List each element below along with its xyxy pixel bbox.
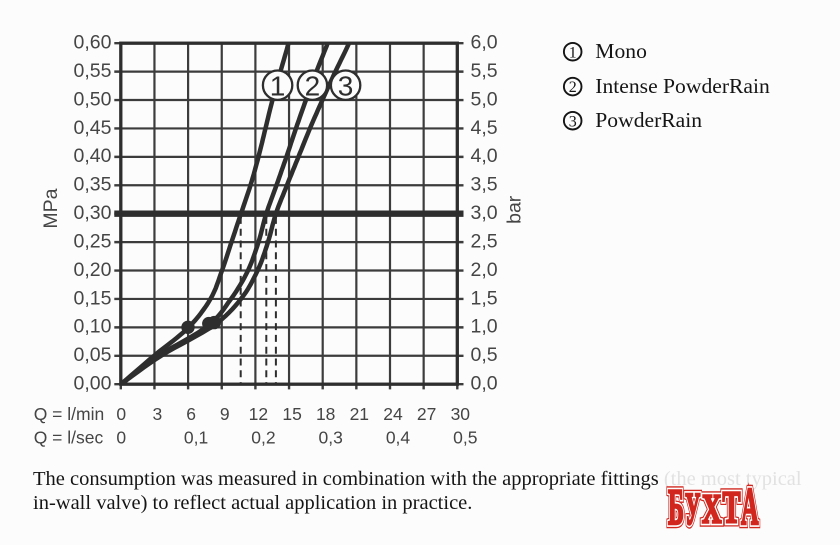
svg-text:А: А <box>741 478 759 536</box>
svg-text:1: 1 <box>569 44 577 61</box>
svg-text:У: У <box>685 483 701 534</box>
svg-text:0: 0 <box>116 428 126 448</box>
svg-text:1,5: 1,5 <box>471 287 498 309</box>
svg-text:0,3: 0,3 <box>319 428 343 448</box>
svg-text:0,0: 0,0 <box>471 373 498 395</box>
svg-text:4,5: 4,5 <box>471 117 498 139</box>
svg-text:0,40: 0,40 <box>74 145 112 167</box>
svg-text:3,0: 3,0 <box>471 202 498 224</box>
svg-text:0,1: 0,1 <box>184 428 208 448</box>
svg-text:У: У <box>685 483 701 534</box>
svg-text:0,10: 0,10 <box>74 316 112 338</box>
svg-text:Б: Б <box>668 480 684 536</box>
svg-text:0,4: 0,4 <box>386 428 411 448</box>
svg-text:1,0: 1,0 <box>471 316 498 338</box>
svg-text:Q = l/min: Q = l/min <box>34 404 105 424</box>
svg-text:Х: Х <box>702 486 722 532</box>
svg-text:18: 18 <box>316 404 335 424</box>
svg-text:The consumption was measured i: The consumption was measured in combinat… <box>33 468 802 490</box>
svg-text:6,0: 6,0 <box>471 32 498 54</box>
svg-text:0,25: 0,25 <box>74 230 112 252</box>
svg-text:0: 0 <box>116 404 126 424</box>
svg-text:15: 15 <box>282 404 301 424</box>
svg-text:2: 2 <box>569 79 577 96</box>
svg-text:0,00: 0,00 <box>74 373 112 395</box>
svg-text:У: У <box>685 483 701 534</box>
svg-text:4,0: 4,0 <box>471 145 498 167</box>
svg-text:3: 3 <box>569 113 577 130</box>
svg-text:0,15: 0,15 <box>74 287 112 309</box>
svg-text:6: 6 <box>186 404 196 424</box>
svg-text:Q = l/sec: Q = l/sec <box>34 428 104 448</box>
svg-text:2,0: 2,0 <box>471 259 498 281</box>
svg-text:24: 24 <box>383 404 403 424</box>
svg-text:9: 9 <box>220 404 230 424</box>
svg-text:5,0: 5,0 <box>471 88 498 110</box>
svg-text:0,5: 0,5 <box>471 344 498 366</box>
svg-text:0,45: 0,45 <box>74 117 112 139</box>
svg-text:5,5: 5,5 <box>471 60 498 82</box>
svg-text:0,50: 0,50 <box>74 88 112 110</box>
svg-text:2,5: 2,5 <box>471 230 498 252</box>
svg-text:PowderRain: PowderRain <box>595 108 702 132</box>
svg-text:0,05: 0,05 <box>74 344 112 366</box>
svg-text:30: 30 <box>451 404 471 424</box>
svg-text:bar: bar <box>504 195 526 224</box>
svg-text:0,55: 0,55 <box>74 60 112 82</box>
svg-text:А: А <box>741 478 759 536</box>
svg-text:3,5: 3,5 <box>471 174 498 196</box>
svg-text:0,20: 0,20 <box>74 259 112 281</box>
svg-text:0,5: 0,5 <box>453 428 477 448</box>
svg-text:in-wall valve) to reflect actu: in-wall valve) to reflect actual applica… <box>33 492 472 514</box>
svg-text:3: 3 <box>153 404 163 424</box>
svg-text:21: 21 <box>350 404 369 424</box>
svg-text:Т: Т <box>723 483 741 533</box>
svg-text:27: 27 <box>417 404 436 424</box>
svg-text:3: 3 <box>338 71 354 102</box>
svg-text:2: 2 <box>305 71 321 102</box>
svg-text:Х: Х <box>702 486 722 532</box>
svg-text:А: А <box>741 478 759 536</box>
svg-text:Т: Т <box>723 483 741 533</box>
svg-text:Mono: Mono <box>595 39 647 63</box>
svg-text:0,35: 0,35 <box>74 174 112 196</box>
svg-text:Х: Х <box>702 486 722 532</box>
svg-text:1: 1 <box>270 71 286 102</box>
svg-text:Intense PowderRain: Intense PowderRain <box>595 74 770 98</box>
svg-text:0,2: 0,2 <box>251 428 275 448</box>
svg-text:0,30: 0,30 <box>74 202 112 224</box>
svg-text:Т: Т <box>723 483 741 533</box>
svg-text:Б: Б <box>668 480 684 536</box>
svg-text:0,60: 0,60 <box>74 32 112 54</box>
svg-text:MPa: MPa <box>40 188 62 228</box>
svg-text:12: 12 <box>249 404 268 424</box>
